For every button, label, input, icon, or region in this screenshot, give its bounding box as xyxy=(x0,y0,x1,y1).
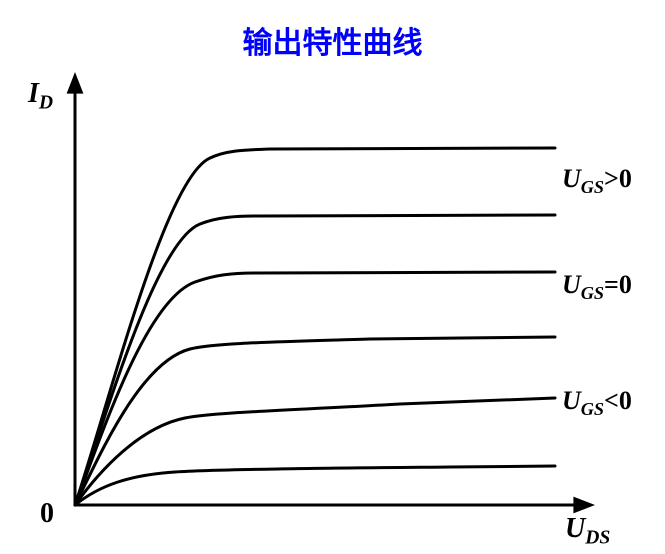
curve-2 xyxy=(75,272,555,505)
x-axis-arrow xyxy=(573,497,595,514)
curve-label-0: UGS>0 xyxy=(562,164,632,198)
y-axis-arrow xyxy=(67,72,84,94)
output-characteristic-chart: 输出特性曲线 ID UDS 0 UGS>0UGS=0UGS<0 xyxy=(0,0,665,554)
curve-4 xyxy=(75,398,555,505)
curve-label-1: UGS=0 xyxy=(562,270,632,304)
curves xyxy=(75,148,555,505)
curve-1 xyxy=(75,215,555,505)
curve-5 xyxy=(75,466,555,505)
curve-3 xyxy=(75,337,555,505)
axes xyxy=(67,72,595,513)
x-axis-label: UDS xyxy=(565,513,610,550)
origin-label: 0 xyxy=(40,498,54,530)
curve-label-2: UGS<0 xyxy=(562,386,632,420)
curve-0 xyxy=(75,148,555,505)
y-axis-label: ID xyxy=(28,78,53,115)
